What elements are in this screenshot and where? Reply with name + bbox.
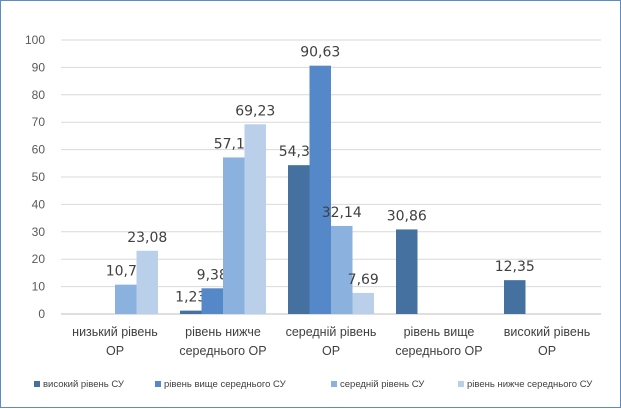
bar [331,225,353,314]
x-category-label-line: високий рівень [504,325,590,339]
x-category-label-line: рівень нижче [185,325,261,339]
x-category-label-line: ОР [322,344,340,358]
legend-swatch [34,381,40,387]
x-category-label-line: середнього ОР [179,344,266,358]
x-category-label: рівень нижче середнього ОР [179,325,266,358]
x-category-label: низький рівень ОР [72,325,158,358]
bar [244,124,266,314]
y-tick-label: 60 [32,143,46,157]
data-label: 54,32 [279,144,319,160]
data-label: 9,38 [197,267,228,283]
x-category-label-line: низький рівень [72,325,158,339]
data-label: 7,69 [348,272,379,288]
data-label: 57,14 [214,136,254,152]
x-category-label-line: рівень вище [404,325,475,339]
legend-label: середній рівень СУ [340,379,425,390]
bar [115,284,137,314]
y-tick-label: 50 [32,170,46,184]
bar [309,65,331,314]
bar [201,288,223,314]
legend-label: рівень вище середнього СУ [164,379,287,390]
x-category-label: рівень вище середнього ОР [395,325,482,358]
legend-swatch [331,381,337,387]
legend-swatch [458,381,464,387]
data-label: 1,23 [175,290,206,306]
bar [223,157,245,314]
y-tick-label: 0 [38,307,45,321]
data-label: 23,08 [127,230,167,246]
bar [288,165,310,314]
y-tick-label: 90 [32,60,46,74]
x-category-label: середній рівень ОР [286,325,377,358]
data-label: 90,63 [300,45,340,61]
y-tick-label: 30 [32,225,46,239]
data-label: 32,14 [322,205,362,221]
x-category-label-line: ОР [106,344,124,358]
x-category-label: високий рівень ОР [504,325,590,358]
bar [136,250,158,314]
bar [180,310,202,314]
legend-label: високий рівень СУ [43,379,125,390]
y-tick-label: 70 [32,115,46,129]
data-label: 10,71 [106,264,146,280]
legend-swatch [155,381,161,387]
y-tick-label: 40 [32,197,46,211]
data-label: 30,86 [387,208,427,224]
bar [396,229,418,314]
x-category-label-line: ОР [538,344,556,358]
y-tick-label: 10 [32,280,46,294]
y-tick-label: 80 [32,88,46,102]
legend-label: рівень нижче середнього СУ [467,379,593,390]
x-category-label-line: середнього ОР [395,344,482,358]
y-tick-label: 20 [32,252,46,266]
bar [504,280,526,314]
data-label: 12,35 [495,259,535,275]
y-tick-label: 100 [25,33,45,47]
x-category-label-line: середній рівень [286,325,377,339]
bar [352,292,374,314]
data-label: 69,23 [235,103,275,119]
